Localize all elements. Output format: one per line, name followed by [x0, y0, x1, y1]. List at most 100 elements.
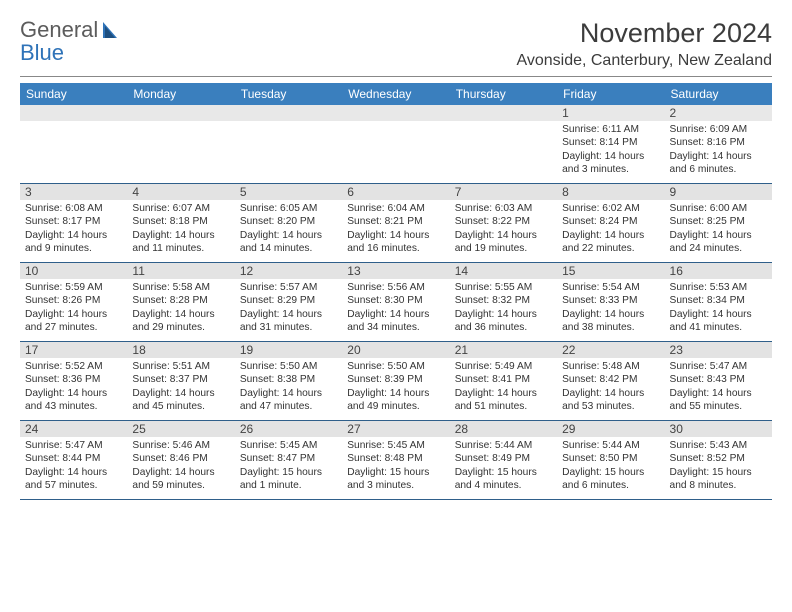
sunrise-text: Sunrise: 5:57 AM: [240, 281, 337, 294]
sunset-text: Sunset: 8:29 PM: [240, 294, 337, 307]
day-body: Sunrise: 5:44 AMSunset: 8:50 PMDaylight:…: [557, 437, 664, 496]
daylight-text: Daylight: 15 hours and 8 minutes.: [670, 466, 767, 493]
week-row: 17Sunrise: 5:52 AMSunset: 8:36 PMDayligh…: [20, 342, 772, 421]
sunset-text: Sunset: 8:18 PM: [132, 215, 229, 228]
day-body: Sunrise: 5:46 AMSunset: 8:46 PMDaylight:…: [127, 437, 234, 496]
day-cell: 12Sunrise: 5:57 AMSunset: 8:29 PMDayligh…: [235, 263, 342, 341]
sunset-text: Sunset: 8:33 PM: [562, 294, 659, 307]
day-number: 20: [342, 342, 449, 358]
daylight-text: Daylight: 14 hours and 59 minutes.: [132, 466, 229, 493]
weekday-header: Saturday: [665, 83, 772, 105]
day-cell: 6Sunrise: 6:04 AMSunset: 8:21 PMDaylight…: [342, 184, 449, 262]
day-number: 22: [557, 342, 664, 358]
day-cell: 18Sunrise: 5:51 AMSunset: 8:37 PMDayligh…: [127, 342, 234, 420]
sunrise-text: Sunrise: 5:47 AM: [25, 439, 122, 452]
daylight-text: Daylight: 14 hours and 36 minutes.: [455, 308, 552, 335]
day-number: 15: [557, 263, 664, 279]
daylight-text: Daylight: 15 hours and 3 minutes.: [347, 466, 444, 493]
day-number: 8: [557, 184, 664, 200]
sunrise-text: Sunrise: 5:45 AM: [347, 439, 444, 452]
day-body: [20, 121, 127, 127]
day-body: Sunrise: 5:49 AMSunset: 8:41 PMDaylight:…: [450, 358, 557, 417]
day-number: [450, 105, 557, 121]
sunrise-text: Sunrise: 5:47 AM: [670, 360, 767, 373]
day-number: 25: [127, 421, 234, 437]
daylight-text: Daylight: 14 hours and 27 minutes.: [25, 308, 122, 335]
day-body: Sunrise: 5:45 AMSunset: 8:47 PMDaylight:…: [235, 437, 342, 496]
day-cell: [127, 105, 234, 183]
sunset-text: Sunset: 8:46 PM: [132, 452, 229, 465]
day-body: Sunrise: 6:04 AMSunset: 8:21 PMDaylight:…: [342, 200, 449, 259]
sunset-text: Sunset: 8:32 PM: [455, 294, 552, 307]
sunset-text: Sunset: 8:42 PM: [562, 373, 659, 386]
weekday-header: Friday: [557, 83, 664, 105]
daylight-text: Daylight: 14 hours and 29 minutes.: [132, 308, 229, 335]
day-number: 24: [20, 421, 127, 437]
day-cell: 28Sunrise: 5:44 AMSunset: 8:49 PMDayligh…: [450, 421, 557, 499]
day-cell: 9Sunrise: 6:00 AMSunset: 8:25 PMDaylight…: [665, 184, 772, 262]
day-number: 4: [127, 184, 234, 200]
day-cell: 14Sunrise: 5:55 AMSunset: 8:32 PMDayligh…: [450, 263, 557, 341]
day-body: Sunrise: 5:50 AMSunset: 8:39 PMDaylight:…: [342, 358, 449, 417]
sunset-text: Sunset: 8:24 PM: [562, 215, 659, 228]
daylight-text: Daylight: 14 hours and 31 minutes.: [240, 308, 337, 335]
daylight-text: Daylight: 14 hours and 34 minutes.: [347, 308, 444, 335]
day-number: 7: [450, 184, 557, 200]
day-body: Sunrise: 5:48 AMSunset: 8:42 PMDaylight:…: [557, 358, 664, 417]
day-body: Sunrise: 5:57 AMSunset: 8:29 PMDaylight:…: [235, 279, 342, 338]
day-cell: [235, 105, 342, 183]
day-cell: [20, 105, 127, 183]
sail-icon: [101, 20, 123, 44]
day-number: 16: [665, 263, 772, 279]
day-cell: 25Sunrise: 5:46 AMSunset: 8:46 PMDayligh…: [127, 421, 234, 499]
sunset-text: Sunset: 8:21 PM: [347, 215, 444, 228]
day-body: Sunrise: 5:43 AMSunset: 8:52 PMDaylight:…: [665, 437, 772, 496]
sunrise-text: Sunrise: 6:04 AM: [347, 202, 444, 215]
day-cell: 24Sunrise: 5:47 AMSunset: 8:44 PMDayligh…: [20, 421, 127, 499]
sunrise-text: Sunrise: 5:50 AM: [347, 360, 444, 373]
day-body: Sunrise: 5:52 AMSunset: 8:36 PMDaylight:…: [20, 358, 127, 417]
sunrise-text: Sunrise: 6:08 AM: [25, 202, 122, 215]
sunrise-text: Sunrise: 5:51 AM: [132, 360, 229, 373]
sunset-text: Sunset: 8:44 PM: [25, 452, 122, 465]
daylight-text: Daylight: 14 hours and 6 minutes.: [670, 150, 767, 177]
title-block: November 2024 Avonside, Canterbury, New …: [516, 18, 772, 70]
daylight-text: Daylight: 15 hours and 1 minute.: [240, 466, 337, 493]
sunrise-text: Sunrise: 5:45 AM: [240, 439, 337, 452]
sunset-text: Sunset: 8:48 PM: [347, 452, 444, 465]
sunset-text: Sunset: 8:47 PM: [240, 452, 337, 465]
sunrise-text: Sunrise: 5:53 AM: [670, 281, 767, 294]
day-cell: 22Sunrise: 5:48 AMSunset: 8:42 PMDayligh…: [557, 342, 664, 420]
sunrise-text: Sunrise: 6:00 AM: [670, 202, 767, 215]
day-cell: 20Sunrise: 5:50 AMSunset: 8:39 PMDayligh…: [342, 342, 449, 420]
logo: General Blue: [20, 18, 123, 64]
day-body: Sunrise: 5:54 AMSunset: 8:33 PMDaylight:…: [557, 279, 664, 338]
day-cell: 26Sunrise: 5:45 AMSunset: 8:47 PMDayligh…: [235, 421, 342, 499]
daylight-text: Daylight: 14 hours and 38 minutes.: [562, 308, 659, 335]
day-cell: 2Sunrise: 6:09 AMSunset: 8:16 PMDaylight…: [665, 105, 772, 183]
sunset-text: Sunset: 8:22 PM: [455, 215, 552, 228]
sunrise-text: Sunrise: 6:05 AM: [240, 202, 337, 215]
sunset-text: Sunset: 8:38 PM: [240, 373, 337, 386]
sunset-text: Sunset: 8:30 PM: [347, 294, 444, 307]
day-number: 26: [235, 421, 342, 437]
sunset-text: Sunset: 8:28 PM: [132, 294, 229, 307]
weekday-header: Wednesday: [342, 83, 449, 105]
sunset-text: Sunset: 8:16 PM: [670, 136, 767, 149]
day-cell: 23Sunrise: 5:47 AMSunset: 8:43 PMDayligh…: [665, 342, 772, 420]
day-body: Sunrise: 5:55 AMSunset: 8:32 PMDaylight:…: [450, 279, 557, 338]
sunrise-text: Sunrise: 5:46 AM: [132, 439, 229, 452]
week-row: 1Sunrise: 6:11 AMSunset: 8:14 PMDaylight…: [20, 105, 772, 184]
weekday-header: Tuesday: [235, 83, 342, 105]
day-body: Sunrise: 5:44 AMSunset: 8:49 PMDaylight:…: [450, 437, 557, 496]
day-cell: 5Sunrise: 6:05 AMSunset: 8:20 PMDaylight…: [235, 184, 342, 262]
sunset-text: Sunset: 8:49 PM: [455, 452, 552, 465]
logo-line2: Blue: [20, 41, 98, 64]
day-body: [127, 121, 234, 127]
logo-line1: General: [20, 18, 98, 41]
sunset-text: Sunset: 8:34 PM: [670, 294, 767, 307]
day-number: 30: [665, 421, 772, 437]
day-number: [235, 105, 342, 121]
day-cell: 27Sunrise: 5:45 AMSunset: 8:48 PMDayligh…: [342, 421, 449, 499]
sunset-text: Sunset: 8:50 PM: [562, 452, 659, 465]
